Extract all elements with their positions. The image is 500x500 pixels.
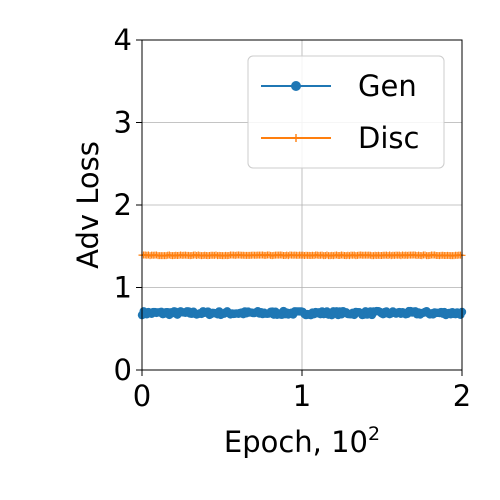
- x-tick-label: 1: [293, 379, 311, 413]
- series-layer: [137, 251, 467, 320]
- x-axis-label: Epoch, 102: [224, 423, 380, 459]
- y-tick-label: 4: [114, 23, 132, 57]
- legend-entry-gen: Gen: [261, 69, 417, 103]
- legend-label: Gen: [358, 69, 417, 103]
- x-axis-label-text: Epoch, 10: [224, 425, 368, 459]
- y-tick-label: 1: [114, 271, 132, 305]
- legend-label: Disc: [358, 121, 419, 155]
- legend: Gen Disc: [247, 55, 445, 169]
- ticks: 0 1 2 0 1 2 3 4: [114, 23, 472, 413]
- legend-marker: [292, 134, 300, 142]
- y-tick-label: 3: [114, 106, 132, 140]
- legend-marker: [291, 81, 301, 91]
- x-axis-label-exponent: 2: [368, 423, 380, 445]
- series-disc: [138, 251, 466, 260]
- y-tick-label: 2: [114, 188, 132, 222]
- y-axis-label: Adv Loss: [71, 141, 105, 269]
- x-tick-label: 2: [453, 379, 471, 413]
- series-gen: [137, 306, 467, 320]
- y-tick-label: 0: [114, 353, 132, 387]
- legend-entry-disc: Disc: [261, 121, 419, 155]
- x-tick-label: 0: [133, 379, 151, 413]
